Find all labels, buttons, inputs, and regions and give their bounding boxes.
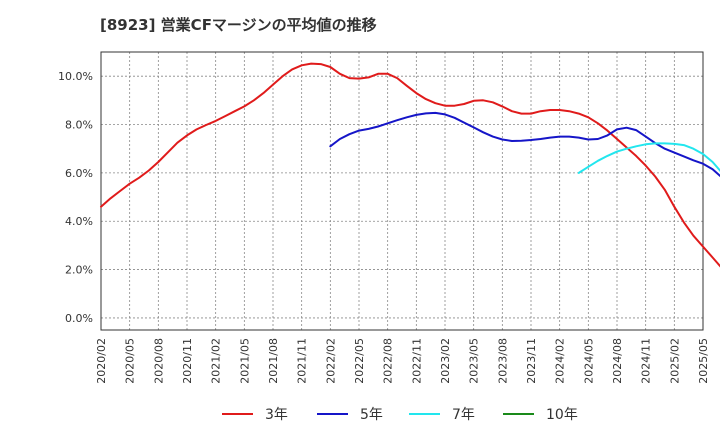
- y-tick-label: 6.0%: [65, 167, 93, 180]
- legend-label: 10年: [546, 407, 578, 423]
- x-tick-label: 2022/08: [382, 338, 395, 384]
- x-tick-label: 2021/08: [267, 338, 280, 384]
- chart-title: [8923] 営業CFマージンの平均値の推移: [100, 16, 377, 34]
- series-line-3年: [100, 62, 720, 268]
- x-tick-label: 2023/02: [439, 338, 452, 384]
- y-tick-label: 2.0%: [65, 264, 93, 277]
- x-tick-label: 2023/11: [525, 338, 538, 384]
- y-tick-label: 0.0%: [65, 312, 93, 325]
- y-tick-label: 8.0%: [65, 119, 93, 132]
- x-tick-label: 2023/05: [468, 338, 481, 384]
- series-line-5年: [329, 111, 720, 178]
- x-tick-label: 2025/02: [668, 338, 681, 384]
- grid: [100, 52, 704, 330]
- x-tick-label: 2024/02: [554, 338, 567, 384]
- x-tick-label: 2023/08: [496, 338, 509, 384]
- x-tick-label: 2021/11: [296, 338, 309, 384]
- series-lines: [100, 62, 720, 268]
- x-tick-label: 2020/02: [95, 338, 108, 384]
- x-tick-label: 2024/05: [582, 338, 595, 384]
- legend-label: 5年: [360, 407, 383, 423]
- legend: 3年 5年 7年 10年: [222, 407, 578, 423]
- x-tick-label: 2025/05: [697, 338, 710, 384]
- x-tick-label: 2022/11: [410, 338, 423, 384]
- x-tick-label: 2021/02: [210, 338, 223, 384]
- x-tick-label: 2024/08: [611, 338, 624, 384]
- x-tick-label: 2020/05: [124, 338, 137, 384]
- legend-label: 7年: [452, 407, 475, 423]
- x-tick-label: 2021/05: [238, 338, 251, 384]
- x-tick-label: 2024/11: [640, 338, 653, 384]
- y-tick-label: 10.0%: [58, 70, 93, 83]
- legend-label: 3年: [265, 407, 288, 423]
- plot-frame: [100, 51, 704, 331]
- axes: 2020/02 2020/05 2020/08 2020/11 2021/02 2021/…: [58, 51, 710, 384]
- series-line-7年: [577, 142, 720, 174]
- y-tick-label: 4.0%: [65, 215, 93, 228]
- x-tick-label: 2020/11: [181, 338, 194, 384]
- x-tick-label: 2022/02: [324, 338, 337, 384]
- x-tick-label: 2020/08: [152, 338, 165, 384]
- x-tick-label: 2022/05: [353, 338, 366, 384]
